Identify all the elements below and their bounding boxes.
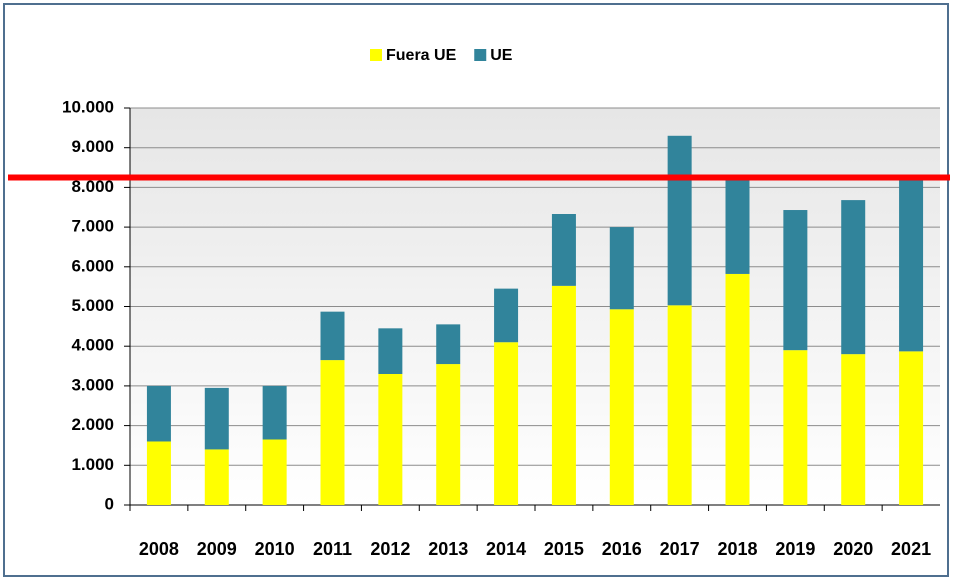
bar-segment — [262, 439, 287, 505]
x-tick-label: 2021 — [891, 539, 931, 559]
bar-segment — [378, 373, 403, 505]
bar-segment — [378, 328, 403, 374]
x-tick-label: 2010 — [255, 539, 295, 559]
bar-segment — [204, 449, 229, 505]
x-tick-label: 2013 — [428, 539, 468, 559]
legend-swatch — [474, 49, 487, 61]
x-tick-label: 2008 — [139, 539, 179, 559]
x-tick-label: 2017 — [660, 539, 700, 559]
y-tick-label: 3.000 — [71, 375, 114, 394]
bar-segment — [609, 309, 634, 505]
y-tick-label: 7.000 — [71, 217, 114, 236]
bar-segment — [320, 360, 345, 505]
bar-segment — [551, 285, 576, 505]
y-tick-label: 10.000 — [62, 97, 114, 116]
bar-segment — [899, 180, 924, 352]
x-tick-label: 2016 — [602, 539, 642, 559]
bar-segment — [436, 324, 461, 365]
bar-segment — [841, 354, 866, 505]
y-tick-label: 2.000 — [71, 415, 114, 434]
bar-segment — [667, 135, 692, 306]
bar-segment — [667, 305, 692, 505]
legend-swatch — [370, 49, 382, 61]
bar-segment — [783, 210, 808, 351]
bar-segment — [551, 213, 576, 286]
x-tick-label: 2012 — [370, 539, 410, 559]
y-tick-label: 4.000 — [71, 336, 114, 355]
bar-segment — [725, 273, 750, 505]
legend-label: UE — [490, 47, 513, 64]
x-tick-label: 2009 — [197, 539, 237, 559]
y-tick-label: 1.000 — [71, 455, 114, 474]
bar-segment — [494, 288, 519, 343]
bar-segment — [841, 200, 866, 355]
x-tick-label: 2018 — [717, 539, 757, 559]
bar-segment — [320, 311, 345, 361]
bar-segment — [899, 351, 924, 505]
legend-label: Fuera UE — [386, 47, 457, 64]
bar-segment — [725, 179, 750, 274]
x-tick-label: 2015 — [544, 539, 584, 559]
y-tick-label: 9.000 — [71, 137, 114, 156]
x-tick-label: 2020 — [833, 539, 873, 559]
bar-segment — [204, 387, 229, 450]
bar-segment — [146, 385, 171, 442]
x-tick-label: 2019 — [775, 539, 815, 559]
bar-segment — [146, 441, 171, 505]
y-tick-label: 5.000 — [71, 296, 114, 315]
x-tick-label: 2014 — [486, 539, 526, 559]
x-tick-label: 2011 — [313, 539, 352, 559]
bar-segment — [262, 385, 287, 440]
y-tick-label: 6.000 — [71, 256, 114, 275]
bar-segment — [783, 350, 808, 505]
y-tick-label: 0 — [105, 494, 114, 513]
bar-segment — [436, 364, 461, 505]
y-tick-label: 8.000 — [71, 177, 114, 196]
bar-segment — [609, 227, 634, 310]
bar-segment — [494, 342, 519, 505]
